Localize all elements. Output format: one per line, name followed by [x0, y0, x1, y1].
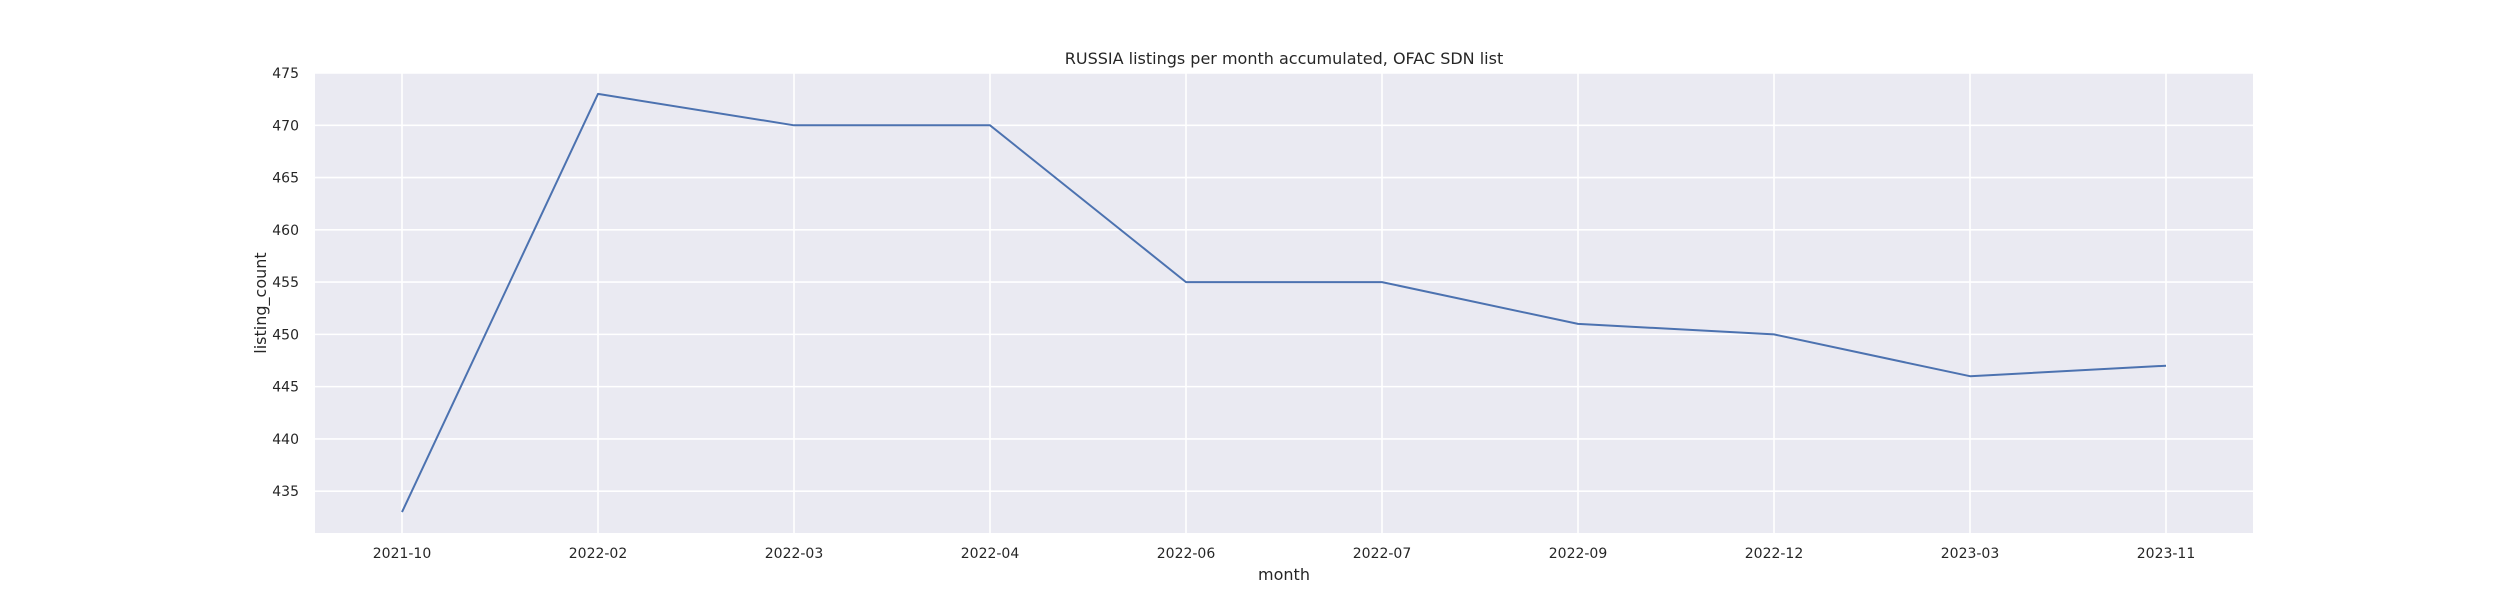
x-axis-label: month [1258, 565, 1310, 584]
y-axis-label: listing_count [251, 252, 271, 353]
x-tick-label: 2022-02 [569, 546, 628, 562]
x-tick-label: 2022-04 [961, 546, 1020, 562]
x-tick-label: 2022-03 [765, 546, 824, 562]
x-tick-label: 2022-09 [1549, 546, 1608, 562]
y-tick-label: 455 [272, 275, 299, 291]
y-tick-label: 450 [272, 327, 299, 343]
chart-title: RUSSIA listings per month accumulated, O… [1065, 49, 1503, 68]
x-tick-label: 2023-11 [2137, 546, 2196, 562]
x-tick-label: 2022-12 [1745, 546, 1804, 562]
x-tick-label: 2021-10 [373, 546, 432, 562]
y-tick-label: 445 [272, 380, 299, 396]
x-axis-ticks: 2021-10 2022-02 2022-03 2022-04 2022-06 2022-… [373, 546, 2196, 562]
x-tick-label: 2022-07 [1353, 546, 1412, 562]
y-tick-label: 460 [272, 223, 299, 239]
y-axis-ticks: 435 440 445 450 455 460 465 470 475 [272, 66, 299, 500]
x-tick-label: 2022-06 [1157, 546, 1216, 562]
y-tick-label: 475 [272, 66, 299, 82]
y-tick-label: 465 [272, 171, 299, 187]
plot-area [315, 73, 2253, 533]
series-line [401, 92, 2167, 513]
y-tick-label: 435 [272, 484, 299, 500]
x-tick-label: 2023-03 [1941, 546, 2000, 562]
y-tick-label: 440 [272, 432, 299, 448]
y-tick-label: 470 [272, 118, 299, 134]
